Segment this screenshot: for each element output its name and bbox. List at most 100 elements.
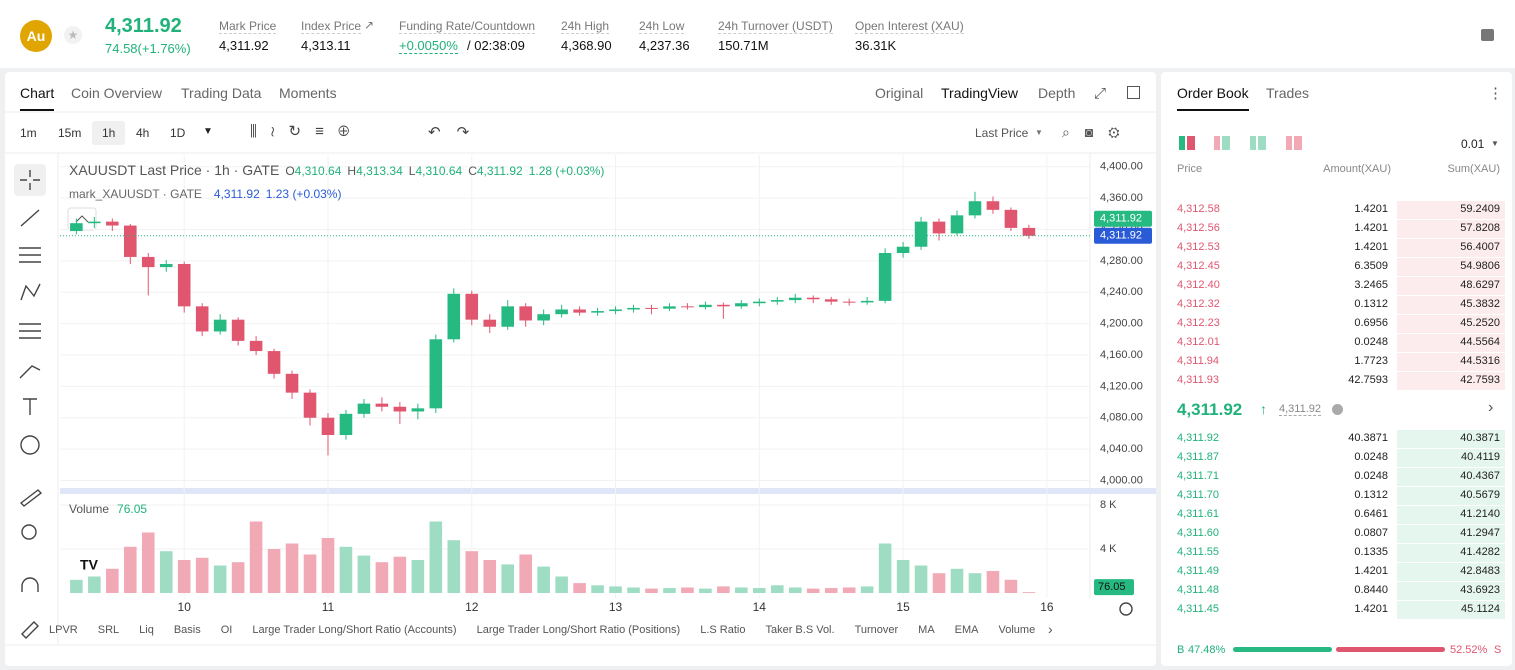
- view-tab[interactable]: Original: [875, 85, 924, 101]
- candle-body: [770, 300, 784, 302]
- ob-price[interactable]: 4,312.53: [1177, 241, 1220, 253]
- ob-price[interactable]: 4,311.92: [1177, 432, 1220, 444]
- ob-price[interactable]: 4,312.45: [1177, 260, 1220, 272]
- ob-price[interactable]: 4,311.55: [1177, 546, 1220, 558]
- ob-price[interactable]: 4,311.48: [1177, 584, 1220, 596]
- indicator-tab[interactable]: Taker B.S Vol.: [765, 624, 835, 636]
- sell-ratio-bar: [1335, 647, 1445, 652]
- ob-price[interactable]: 4,311.45: [1177, 603, 1220, 615]
- ob-price[interactable]: 4,311.60: [1177, 527, 1220, 539]
- view-tab[interactable]: TradingView: [941, 85, 1019, 101]
- indicator-tab[interactable]: EMA: [954, 624, 979, 636]
- view-toggle[interactable]: [1250, 136, 1258, 150]
- ob-price[interactable]: 4,311.71: [1177, 470, 1220, 482]
- brush-icon[interactable]: [19, 365, 41, 379]
- emoji-icon[interactable]: [20, 435, 40, 455]
- magnet-icon[interactable]: [21, 577, 39, 592]
- ob-price[interactable]: 4,311.93: [1177, 374, 1220, 386]
- indicator-tab[interactable]: SRL: [97, 624, 120, 636]
- ob-price[interactable]: 4,312.32: [1177, 298, 1220, 310]
- interval[interactable]: 15m: [58, 126, 82, 140]
- favorite-icon[interactable]: ★: [64, 26, 82, 44]
- volume-bar: [177, 560, 191, 593]
- ob-price[interactable]: 4,311.94: [1177, 355, 1220, 367]
- ob-amount: 6.3509: [1354, 260, 1388, 272]
- view-toggle[interactable]: [1286, 136, 1294, 150]
- ob-price[interactable]: 4,311.61: [1177, 508, 1220, 520]
- interval[interactable]: 1h: [92, 121, 126, 145]
- chart-tab[interactable]: Trading Data: [181, 85, 262, 101]
- ruler-icon[interactable]: [19, 489, 43, 507]
- interval[interactable]: 1D: [170, 126, 186, 140]
- coin-logo[interactable]: Au: [20, 20, 52, 52]
- ob-price[interactable]: 4,312.23: [1177, 317, 1220, 329]
- pane-separator[interactable]: [60, 488, 1156, 494]
- price-type[interactable]: Last Price: [975, 126, 1029, 140]
- volume-bar: [70, 579, 83, 593]
- indicator-tab[interactable]: Large Trader Long/Short Ratio (Accounts): [252, 624, 457, 636]
- ob-amount: 42.7593: [1348, 374, 1388, 386]
- ob-price[interactable]: 4,311.70: [1177, 489, 1220, 501]
- candle-body: [699, 304, 712, 308]
- more-icon[interactable]: ⋮: [1488, 85, 1503, 102]
- settings-icon[interactable]: [1119, 602, 1133, 616]
- ob-tab[interactable]: Order Book: [1177, 85, 1249, 111]
- view-tab[interactable]: Depth: [1038, 85, 1076, 101]
- undo-redo[interactable]: ↶↷: [428, 124, 486, 141]
- candle-body: [717, 304, 730, 307]
- ob-price[interactable]: 4,311.49: [1177, 565, 1220, 577]
- ob-price[interactable]: 4,312.01: [1177, 336, 1220, 348]
- view-toggle[interactable]: [1214, 136, 1222, 150]
- indicator-tab[interactable]: Turnover: [854, 624, 899, 636]
- ob-tab[interactable]: Trades: [1266, 85, 1310, 101]
- link-icon: ↗: [364, 18, 375, 32]
- y-tick-label: 4,120.00: [1100, 380, 1143, 392]
- dropdown-arrow[interactable]: ▼: [1035, 128, 1043, 137]
- scroll-arrow[interactable]: ›: [1048, 621, 1053, 637]
- zoom-icon[interactable]: [21, 524, 37, 540]
- trendline-icon[interactable]: [20, 209, 40, 227]
- volume-bar: [501, 564, 514, 593]
- stat-value: 4,313.11: [301, 38, 351, 53]
- candle-body: [483, 319, 497, 327]
- window-icon[interactable]: [1127, 86, 1140, 99]
- crosshair-icon[interactable]: [20, 170, 40, 190]
- fib-icon[interactable]: [19, 247, 41, 263]
- cursor-tool[interactable]: [14, 164, 46, 196]
- chart-tab[interactable]: Chart: [20, 85, 55, 111]
- chart-tab[interactable]: Coin Overview: [71, 85, 163, 101]
- projection-icon[interactable]: [19, 323, 41, 339]
- ob-amount: 0.6956: [1354, 317, 1388, 329]
- pattern-icon[interactable]: [20, 283, 41, 301]
- precision[interactable]: 0.01: [1461, 137, 1485, 151]
- fullscreen-icon[interactable]: ⤢: [1094, 85, 1107, 102]
- chart-tab[interactable]: Moments: [279, 85, 337, 101]
- view-toggle[interactable]: [1179, 136, 1187, 150]
- dropdown-arrow[interactable]: ▼: [1491, 139, 1499, 148]
- indicator-tab[interactable]: Volume: [998, 624, 1036, 636]
- indicator-tab[interactable]: Large Trader Long/Short Ratio (Positions…: [476, 624, 681, 636]
- ob-price[interactable]: 4,311.87: [1177, 451, 1220, 463]
- ob-price[interactable]: 4,312.58: [1177, 203, 1220, 215]
- indicator-tab[interactable]: LPVR: [49, 624, 78, 636]
- dropdown-arrow[interactable]: ▼: [203, 126, 213, 137]
- indicator-tab[interactable]: L.S Ratio: [700, 624, 746, 636]
- expand-arrow[interactable]: ›: [1488, 399, 1494, 416]
- ob-price[interactable]: 4,312.56: [1177, 222, 1220, 234]
- indicator-tab[interactable]: Liq: [139, 624, 154, 636]
- indicator-tab[interactable]: OI: [220, 624, 233, 636]
- layout-icon[interactable]: [1481, 29, 1494, 41]
- text-icon[interactable]: [23, 398, 37, 415]
- toolbar-icons[interactable]: ⫼≀↻≡⊕: [250, 123, 364, 140]
- candle-body: [124, 225, 137, 257]
- volume-bar: [393, 556, 407, 593]
- interval[interactable]: 4h: [136, 126, 150, 140]
- y-tick-label: 4,400.00: [1100, 161, 1143, 173]
- toolbar-icons[interactable]: ⌕◙⚙: [1062, 124, 1135, 140]
- ob-price[interactable]: 4,312.40: [1177, 279, 1220, 291]
- indicator-tab[interactable]: MA: [918, 624, 935, 636]
- indicator-tab[interactable]: Basis: [173, 624, 201, 636]
- pencil-icon[interactable]: [21, 621, 39, 639]
- buy-ratio-bar: [1233, 647, 1332, 652]
- interval[interactable]: 1m: [20, 126, 37, 140]
